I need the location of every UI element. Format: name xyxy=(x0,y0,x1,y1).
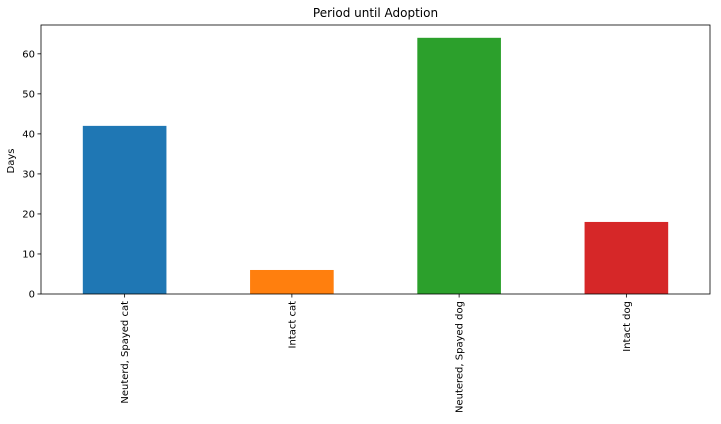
bar xyxy=(584,221,669,294)
y-tick-label: 10 xyxy=(22,249,35,260)
y-axis-label: Days xyxy=(6,149,17,174)
x-tick-label: Neuterd, Spayed cat xyxy=(120,301,131,404)
x-tick-label: Neutered, Spayed dog xyxy=(455,301,466,413)
plot-area: 0 10 20 30 40 50 60 Neuterd, Spayed cat Intact c… xyxy=(22,24,711,413)
plot-frame xyxy=(40,24,711,295)
y-tick-label: 30 xyxy=(22,169,35,180)
y-tick-label: 0 xyxy=(29,290,35,301)
chart-title: Period until Adoption xyxy=(313,6,438,20)
y-tick-label: 50 xyxy=(22,89,35,100)
x-tick-label: Intact cat xyxy=(287,301,298,349)
bar xyxy=(417,37,501,295)
x-tick-label: Intact dog xyxy=(622,301,633,352)
y-tick-label: 20 xyxy=(22,209,35,220)
bar xyxy=(82,125,167,294)
y-tick-label: 60 xyxy=(22,49,35,60)
bar xyxy=(250,269,334,294)
y-tick-label: 40 xyxy=(22,129,35,140)
